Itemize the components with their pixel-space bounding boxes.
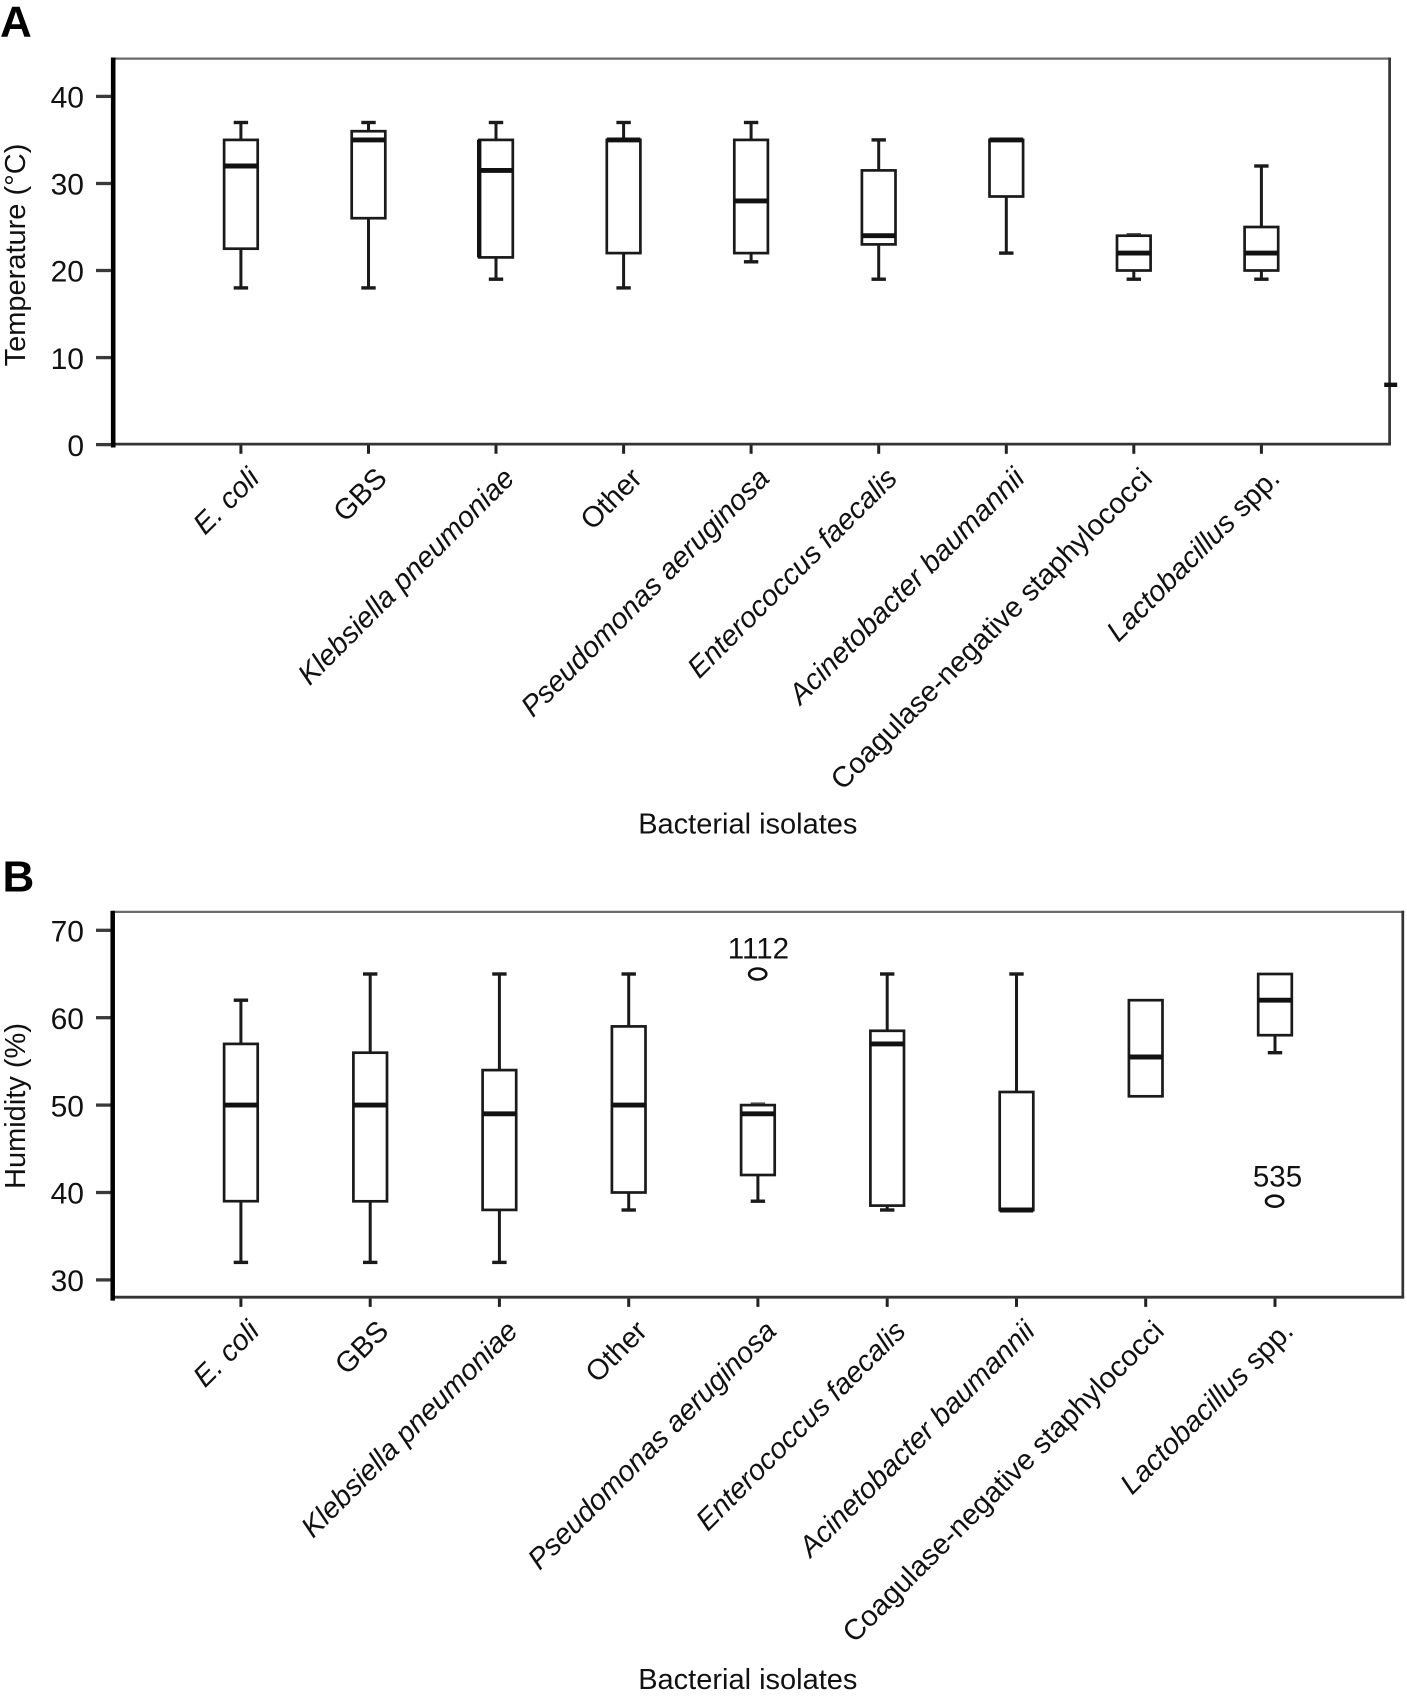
svg-text:A: A	[0, 0, 32, 47]
svg-text:40: 40	[51, 1178, 84, 1211]
svg-text:30: 30	[51, 169, 84, 202]
svg-text:50: 50	[51, 1090, 84, 1123]
svg-text:60: 60	[51, 1003, 84, 1036]
svg-text:535: 535	[1253, 1160, 1302, 1193]
svg-text:Bacterial isolates: Bacterial isolates	[638, 808, 857, 840]
svg-text:30: 30	[51, 1265, 84, 1298]
svg-text:Temperature (°C): Temperature (°C)	[0, 144, 32, 367]
svg-text:Humidity (%): Humidity (%)	[0, 1023, 32, 1189]
svg-text:10: 10	[51, 343, 84, 376]
svg-text:40: 40	[51, 82, 84, 115]
svg-text:B: B	[3, 853, 35, 902]
svg-text:0: 0	[67, 430, 84, 463]
svg-text:Bacterial isolates: Bacterial isolates	[638, 1664, 857, 1696]
svg-text:20: 20	[51, 256, 84, 289]
svg-text:1112: 1112	[728, 933, 789, 966]
svg-text:70: 70	[51, 916, 84, 949]
